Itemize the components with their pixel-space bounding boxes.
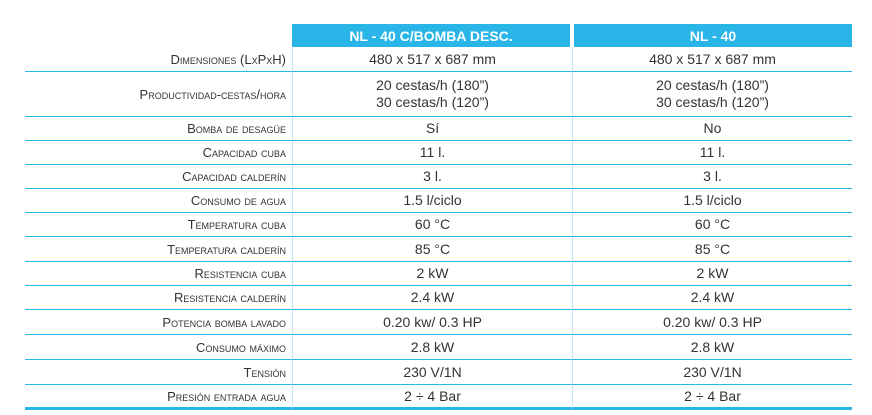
row-label: Tensión bbox=[25, 360, 292, 385]
cell-text: 85 °C bbox=[694, 240, 731, 257]
value-cell: 20 cestas/h (180”) 30 cestas/h (120”) bbox=[572, 72, 852, 117]
value-cell: 230 V/1N bbox=[572, 360, 852, 385]
value-cell: 2 ÷ 4 Bar bbox=[292, 385, 572, 410]
cell-text: 2.4 kW bbox=[410, 289, 455, 305]
cell-text: 2 kW bbox=[416, 265, 449, 281]
cell-text: 2 kW bbox=[696, 265, 729, 281]
cell-text: 60 °C bbox=[694, 216, 731, 232]
cell-text: 60 °C bbox=[414, 216, 451, 232]
row-label: Consumo de agua bbox=[25, 189, 292, 213]
cell-text: 3 l. bbox=[423, 168, 442, 184]
value-cell: 2 kW bbox=[292, 262, 572, 286]
value-cell: 3 l. bbox=[292, 165, 572, 189]
cell-text: 20 cestas/h (180”) bbox=[376, 77, 489, 93]
cell-text: No bbox=[703, 120, 722, 136]
row-label: Resistencia cuba bbox=[25, 262, 292, 286]
row-label: Temperatura calderín bbox=[25, 237, 292, 262]
value-cell: 60 °C bbox=[572, 213, 852, 237]
row-label: Productividad-cestas/hora bbox=[25, 72, 292, 117]
cell-text: 2.8 kW bbox=[410, 338, 455, 355]
row-label: Capacidad cuba bbox=[25, 141, 292, 165]
value-cell: Sí bbox=[292, 117, 572, 141]
value-cell: 2.8 kW bbox=[572, 335, 852, 360]
cell-text: 20 cestas/h (180”) bbox=[656, 77, 769, 93]
value-cell: 20 cestas/h (180”) 30 cestas/h (120”) bbox=[292, 72, 572, 117]
row-label: Potencia bomba lavado bbox=[25, 310, 292, 335]
value-cell: 480 x 517 x 687 mm bbox=[292, 47, 572, 72]
value-cell: 11 l. bbox=[292, 141, 572, 165]
value-cell: 0.20 kw/ 0.3 HP bbox=[292, 310, 572, 335]
cell-text: Sí bbox=[425, 120, 440, 136]
value-cell: 1.5 l/ciclo bbox=[572, 189, 852, 213]
cell-text: 480 x 517 x 687 mm bbox=[369, 50, 496, 67]
value-cell: No bbox=[572, 117, 852, 141]
cell-text: 1.5 l/ciclo bbox=[683, 192, 742, 208]
value-cell: 2.4 kW bbox=[572, 286, 852, 310]
column-header: NL - 40 bbox=[574, 24, 852, 47]
value-cell: 11 l. bbox=[572, 141, 852, 165]
row-label: Resistencia calderín bbox=[25, 286, 292, 310]
row-label: Capacidad calderín bbox=[25, 165, 292, 189]
value-cell: 2.4 kW bbox=[292, 286, 572, 310]
cell-text: 480 x 517 x 687 mm bbox=[649, 50, 776, 67]
cell-text: 85 °C bbox=[414, 240, 451, 257]
cell-text: 0.20 kw/ 0.3 HP bbox=[663, 313, 762, 330]
row-label: Consumo máximo bbox=[25, 335, 292, 360]
value-cell: 2 kW bbox=[572, 262, 852, 286]
cell-text: 2.8 kW bbox=[690, 338, 735, 355]
row-label: Bomba de desagüe bbox=[25, 117, 292, 141]
cell-text: 2 ÷ 4 Bar bbox=[684, 387, 741, 404]
row-label: Presión entrada agua bbox=[25, 385, 292, 410]
cell-text: 11 l. bbox=[699, 144, 726, 160]
cell-text: 0.20 kw/ 0.3 HP bbox=[383, 313, 482, 330]
cell-text: 230 V/1N bbox=[403, 363, 462, 380]
value-cell: 85 °C bbox=[292, 237, 572, 262]
value-cell: 3 l. bbox=[572, 165, 852, 189]
cell-text: 230 V/1N bbox=[683, 363, 742, 380]
row-label: Temperatura cuba bbox=[25, 213, 292, 237]
cell-text: 2.4 kW bbox=[690, 289, 735, 305]
cell-text: 1.5 l/ciclo bbox=[403, 192, 462, 208]
cell-text: 11 l. bbox=[419, 144, 446, 160]
value-cell: 0.20 kw/ 0.3 HP bbox=[572, 310, 852, 335]
value-cell: 480 x 517 x 687 mm bbox=[572, 47, 852, 72]
cell-text: 2 ÷ 4 Bar bbox=[404, 387, 461, 404]
value-cell: 1.5 l/ciclo bbox=[292, 189, 572, 213]
cell-text: 30 cestas/h (120”) bbox=[656, 94, 769, 110]
cell-text: 30 cestas/h (120”) bbox=[376, 94, 489, 110]
row-label: Dimensiones (LxPxH) bbox=[25, 47, 292, 72]
cell-text: 3 l. bbox=[703, 168, 722, 184]
column-header: NL - 40 C/BOMBA DESC. bbox=[292, 24, 570, 47]
value-cell: 2.8 kW bbox=[292, 335, 572, 360]
value-cell: 60 °C bbox=[292, 213, 572, 237]
value-cell: 2 ÷ 4 Bar bbox=[572, 385, 852, 410]
value-cell: 85 °C bbox=[572, 237, 852, 262]
value-cell: 230 V/1N bbox=[292, 360, 572, 385]
